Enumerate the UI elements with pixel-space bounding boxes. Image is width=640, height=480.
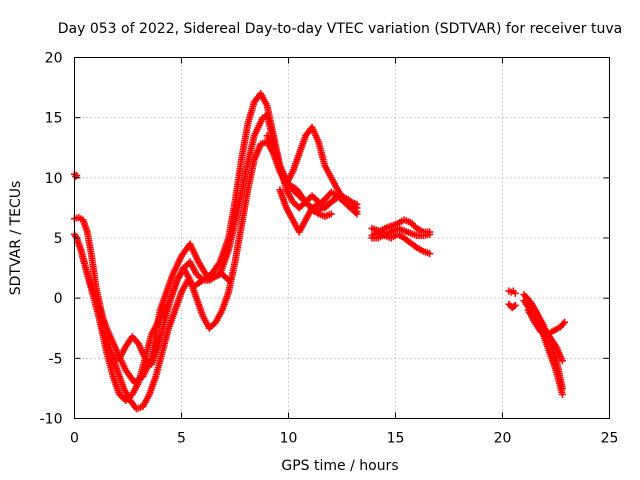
data-point-track-j (426, 230, 434, 238)
y-tick-labels: -10 -5 0 5 10 15 20 (40, 51, 63, 428)
y-tick-label: 5 (54, 231, 63, 247)
data-point-track-k (511, 289, 519, 297)
data-points (71, 90, 569, 413)
data-point-track-f (353, 200, 361, 208)
chart-title: Day 053 of 2022, Sidereal Day-to-day VTE… (58, 21, 622, 37)
data-point-track-o (561, 318, 569, 326)
data-point-track-d (353, 208, 361, 216)
data-point-track-i (426, 250, 434, 258)
data-point-track-g (327, 210, 335, 218)
x-tick-label: 25 (601, 431, 619, 447)
data-point-track-n (558, 390, 566, 398)
x-tick-label: 10 (280, 431, 298, 447)
axis-ticks (74, 57, 610, 419)
x-tick-label: 15 (387, 431, 405, 447)
data-point-track-e (72, 173, 80, 181)
x-axis-title: GPS time / hours (281, 458, 398, 474)
x-tick-labels: 0 5 10 15 20 25 (70, 431, 618, 447)
y-tick-label: -10 (40, 412, 63, 428)
data-point-track-p (558, 357, 566, 365)
y-tick-label: 10 (45, 171, 63, 187)
y-tick-label: 15 (45, 111, 63, 127)
x-tick-label: 20 (494, 431, 512, 447)
y-tick-label: -5 (49, 351, 63, 367)
data-point-track-l (511, 301, 519, 309)
y-axis-title: SDTVAR / TECUs (8, 181, 24, 296)
x-tick-label: 0 (70, 431, 79, 447)
y-tick-label: 20 (45, 51, 63, 67)
y-tick-label: 0 (54, 291, 63, 307)
x-tick-label: 5 (177, 431, 186, 447)
